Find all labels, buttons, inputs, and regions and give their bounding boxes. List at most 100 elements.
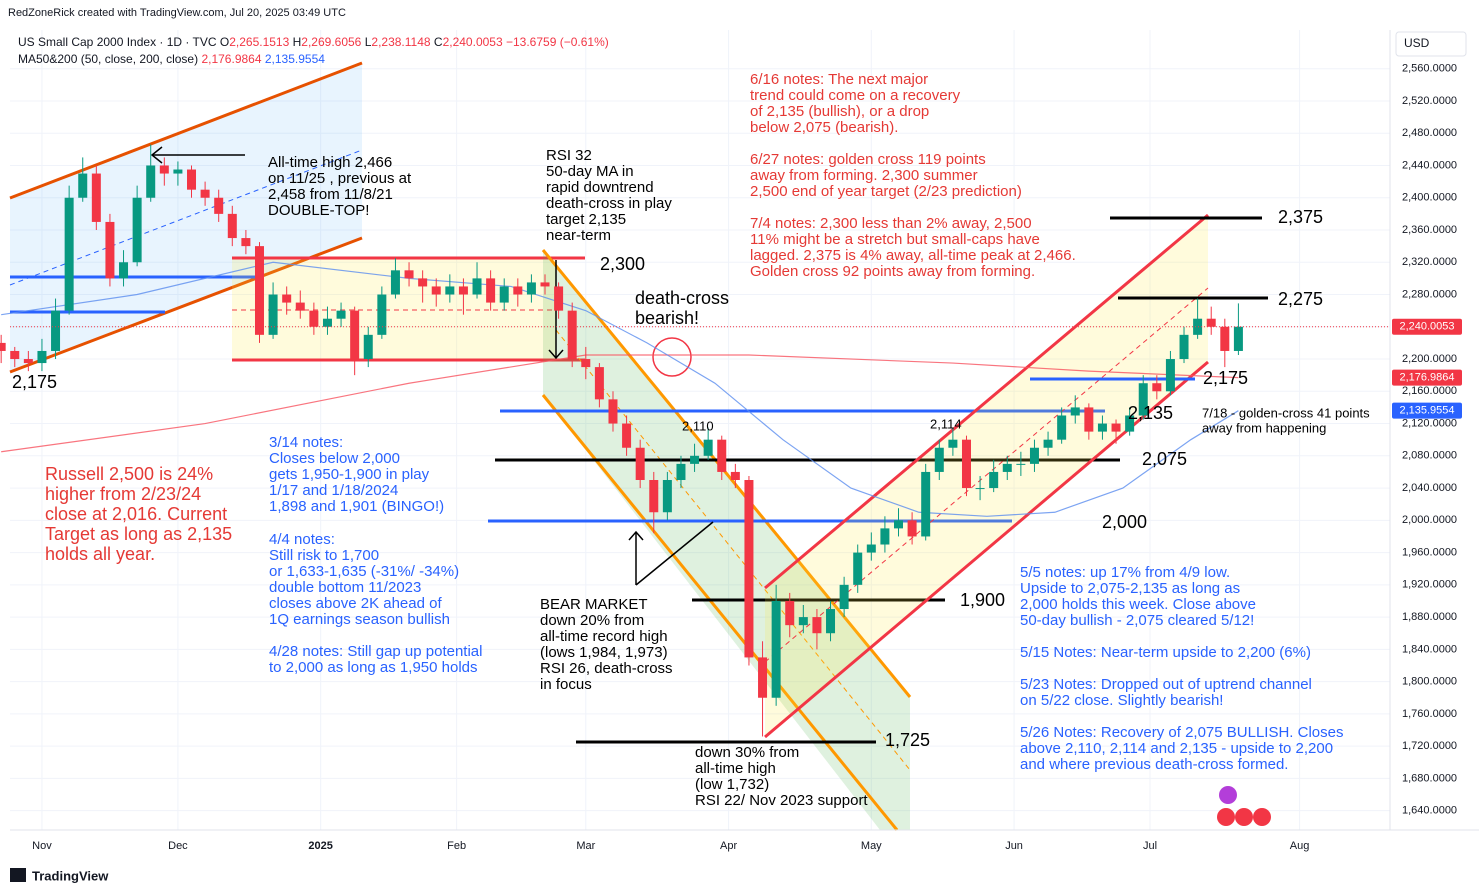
candle-body — [554, 286, 564, 311]
candle-body — [445, 286, 455, 295]
annotation: in focus — [540, 676, 592, 693]
candle-body — [431, 286, 441, 295]
arrow — [635, 521, 714, 586]
y-tick-label: 2,520.0000 — [1402, 95, 1457, 107]
candle-body — [173, 169, 183, 174]
channel-line — [764, 213, 1209, 590]
arrow-head — [150, 146, 163, 164]
candle-body — [975, 488, 985, 490]
candle-body — [730, 471, 740, 480]
annotation: 2,300 — [600, 254, 645, 274]
annotation: Upside to 2,075-2,135 as long as — [1020, 580, 1240, 597]
ohlc-value: 2,265.1513 — [229, 35, 290, 49]
candle-body — [676, 463, 686, 480]
annotation: 2,110 — [682, 418, 714, 433]
annotation: 2,114 — [930, 416, 962, 431]
price-tag-label: 2,240.0053 — [1399, 321, 1454, 333]
y-tick-label: 1,640.0000 — [1402, 805, 1457, 817]
ohlc-key: H — [292, 35, 302, 49]
candle-body — [635, 447, 645, 480]
annotation: All-time high 2,466 — [268, 154, 392, 171]
candle-body — [758, 657, 768, 698]
currency[interactable]: USD — [1404, 36, 1430, 50]
price-tag — [1392, 402, 1462, 419]
candle-body — [132, 197, 142, 263]
annotation: all-time high — [695, 760, 776, 777]
candle-body — [540, 282, 550, 287]
annotation: 5/23 Notes: Dropped out of uptrend chann… — [1020, 676, 1312, 693]
channel-fill — [543, 250, 910, 830]
y-tick-label: 2,080.0000 — [1402, 450, 1457, 462]
channel-line — [764, 360, 1209, 739]
candle-body — [10, 350, 20, 360]
candle-body — [1193, 318, 1203, 335]
annotation: higher from 2/23/24 — [45, 484, 201, 504]
candle-body — [662, 480, 672, 513]
change: −13.6759 (−0.61%) — [505, 35, 609, 49]
channel-line — [9, 61, 363, 200]
candle-body — [91, 173, 101, 222]
price-tag-label: 2,176.9864 — [1399, 371, 1454, 383]
candle-body — [622, 423, 632, 448]
candle-body — [119, 262, 129, 279]
y-tick-label: 1,720.0000 — [1402, 740, 1457, 752]
y-tick-label: 1,680.0000 — [1402, 772, 1457, 784]
channel-line — [9, 236, 363, 374]
y-tick-label: 1,800.0000 — [1402, 676, 1457, 688]
candle-body — [853, 552, 863, 585]
candle-body — [581, 359, 591, 368]
y-tick-label: 2,200.0000 — [1402, 353, 1457, 365]
candle-body — [51, 310, 61, 351]
annotation: holds all year. — [45, 544, 155, 564]
price-tag — [1392, 318, 1462, 335]
candle-body — [1029, 447, 1039, 464]
annotation: 1,900 — [960, 590, 1005, 610]
annotation: Still risk to 1,700 — [269, 547, 379, 564]
x-tick-label: May — [861, 840, 882, 852]
ohlc-value: 2,269.6056 — [301, 35, 362, 49]
candle-body — [798, 617, 808, 626]
annotation: BEAR MARKET — [540, 596, 648, 613]
candle-body — [486, 278, 496, 303]
annotation: 2,135 — [1128, 403, 1173, 423]
annotation: 2,175 — [1203, 368, 1248, 388]
candle-body — [159, 165, 169, 174]
logo — [10, 868, 26, 882]
y-tick-label: 2,480.0000 — [1402, 127, 1457, 139]
annotation: 1Q earnings season bullish — [269, 611, 450, 628]
candle-body — [499, 286, 509, 303]
candle-body — [458, 286, 468, 295]
candle-body — [771, 600, 781, 698]
y-tick-label: 2,360.0000 — [1402, 224, 1457, 236]
channel-fill — [10, 63, 362, 372]
annotation: Closes below 2,000 — [269, 450, 400, 467]
annotation: 5/5 notes: up 17% from 4/9 low. — [1020, 564, 1230, 581]
candle-body — [1097, 423, 1107, 432]
annotation: 7/18 - golden-cross 41 points — [1202, 405, 1370, 420]
y-tick-label: 1,880.0000 — [1402, 611, 1457, 623]
annotation: 2,500 end of year target (2/23 predictio… — [750, 183, 1022, 200]
candle-body — [1206, 318, 1216, 327]
candle-body — [1152, 383, 1162, 392]
candle-body — [812, 617, 822, 634]
annotation: rapid downtrend — [546, 179, 654, 196]
annotation: RSI 32 — [546, 147, 592, 164]
candle-body — [472, 278, 482, 295]
annotation: 1,725 — [885, 730, 930, 750]
annotation: all-time record high — [540, 628, 668, 645]
candle-body — [1111, 423, 1121, 432]
annotation: away from happening — [1202, 420, 1326, 435]
y-tick-label: 1,840.0000 — [1402, 643, 1457, 655]
candle-body — [418, 278, 428, 287]
annotation: 3/14 notes: — [269, 434, 343, 451]
candle-body — [350, 310, 360, 360]
annotation: 2,000 — [1102, 512, 1147, 532]
annotation: near-term — [546, 227, 611, 244]
y-tick-label: 2,120.0000 — [1402, 417, 1457, 429]
x-tick-label: Aug — [1290, 840, 1310, 852]
currency-button[interactable] — [1395, 31, 1467, 57]
candle-body — [322, 318, 332, 327]
y-tick-label: 2,320.0000 — [1402, 256, 1457, 268]
ma-line — [1, 261, 1239, 517]
